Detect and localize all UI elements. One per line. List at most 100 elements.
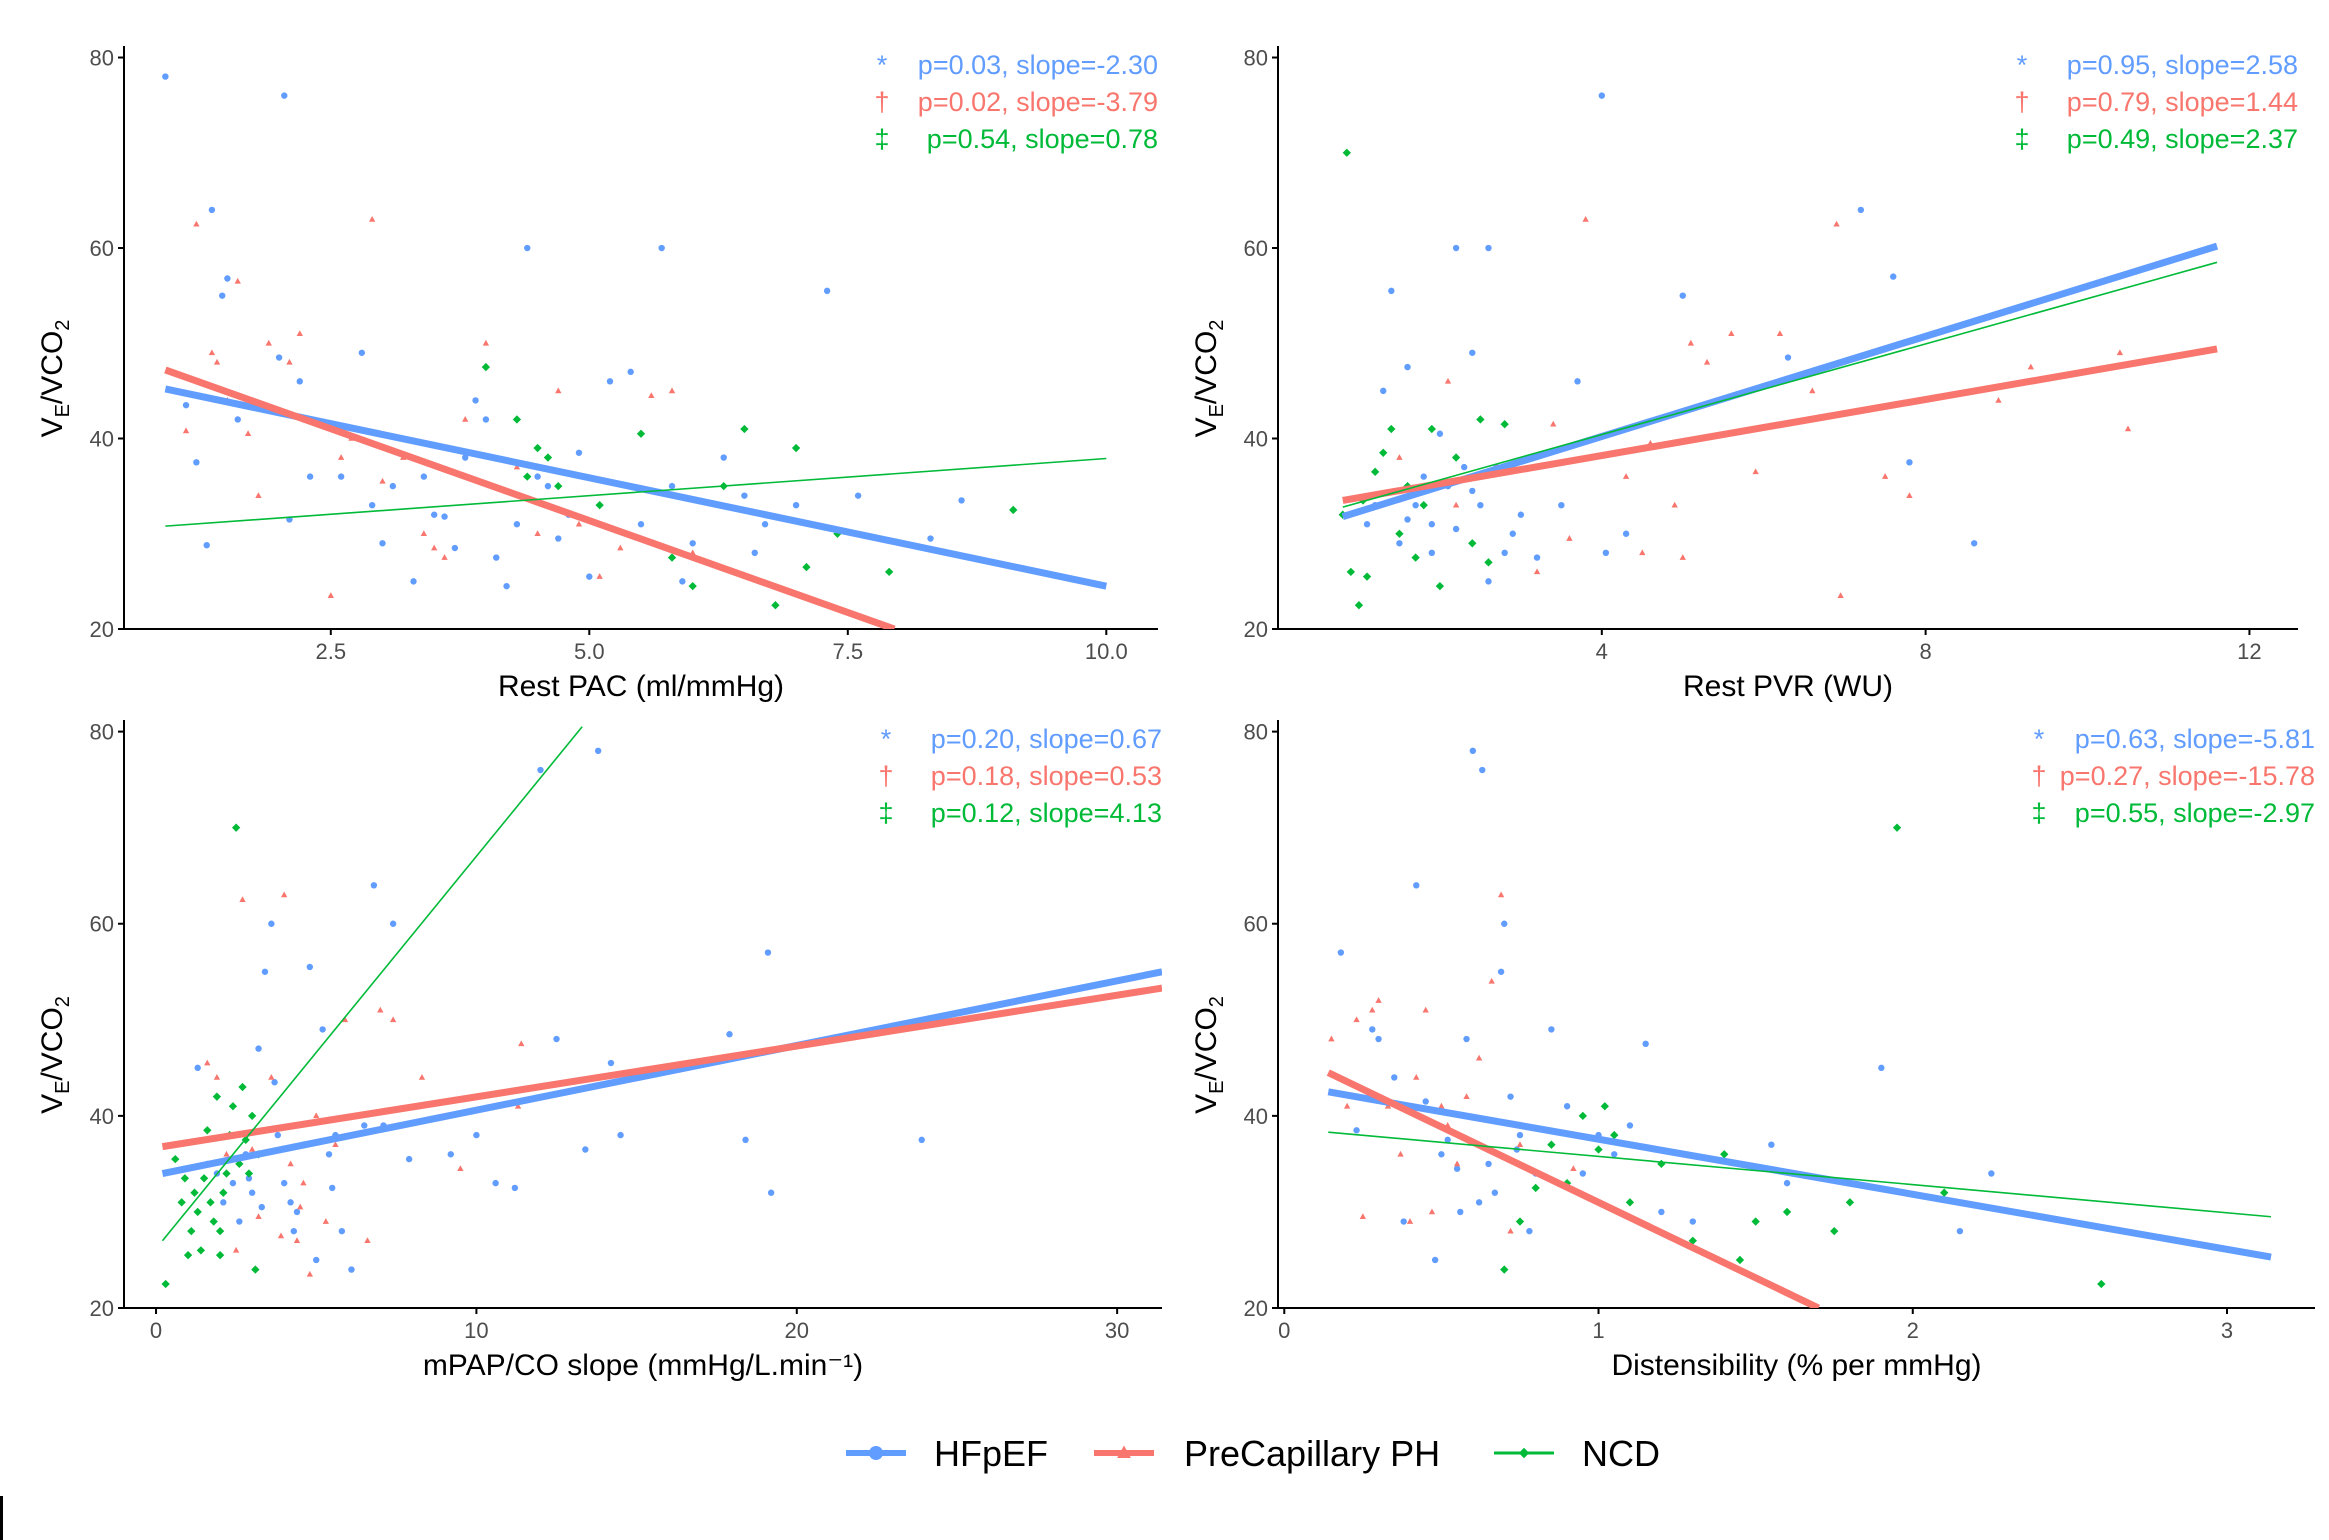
x-tick-label: 30 (1105, 1318, 1129, 1343)
data-point-ncd (212, 1092, 222, 1101)
data-point-ncd (1411, 553, 1420, 562)
data-point-ncd (1688, 1236, 1697, 1245)
data-point-precapillary-ph (617, 544, 624, 551)
data-point-ncd (1468, 539, 1477, 548)
data-point-ncd (1362, 572, 1372, 581)
annotation-symbol: † (2031, 761, 2046, 791)
data-point-hfpef (503, 582, 510, 590)
data-point-ncd (199, 1174, 209, 1183)
data-point-hfpef (1878, 1064, 1885, 1072)
annotation-symbol: † (2014, 87, 2029, 117)
data-point-precapillary-ph (1438, 1102, 1445, 1109)
data-point-hfpef (271, 1079, 278, 1086)
data-point-ncd (1578, 1111, 1587, 1121)
data-point-hfpef (1622, 530, 1630, 537)
annotation-text: p=0.49, slope=2.37 (2067, 124, 2298, 154)
data-point-hfpef (431, 511, 438, 518)
x-tick-label: 10 (464, 1318, 488, 1343)
data-point-hfpef (1857, 206, 1865, 214)
data-point-hfpef (537, 766, 544, 774)
y-axis-title: VE/VCO2 (1190, 320, 1228, 438)
annotation-text: p=0.79, slope=1.44 (2067, 87, 2298, 117)
data-point-ncd (740, 424, 749, 434)
data-point-precapillary-ph (1422, 1006, 1429, 1013)
data-point-ncd (1500, 420, 1509, 429)
data-point-ncd (209, 1217, 218, 1226)
data-point-hfpef (182, 401, 190, 409)
annotation-text: p=0.54, slope=0.78 (927, 124, 1158, 154)
data-point-hfpef (617, 1131, 624, 1139)
data-point-hfpef (927, 535, 934, 542)
fit-line-ncd (1328, 1131, 2272, 1218)
data-point-hfpef (1444, 1136, 1451, 1144)
data-point-hfpef (1988, 1170, 1995, 1177)
annotation-symbol: ‡ (2031, 798, 2046, 828)
data-point-hfpef (1517, 511, 1525, 518)
data-point-ncd (1515, 1217, 1525, 1226)
data-point-precapillary-ph (265, 339, 272, 346)
data-point-precapillary-ph (306, 1270, 313, 1277)
data-point-hfpef (1574, 378, 1581, 385)
data-point-hfpef (792, 501, 800, 509)
data-point-hfpef (1475, 1199, 1483, 1206)
data-point-hfpef (751, 549, 758, 557)
data-point-ncd (554, 481, 563, 491)
data-point-precapillary-ph (232, 1246, 240, 1253)
annotation-symbol: ‡ (2014, 124, 2029, 154)
data-point-precapillary-ph (223, 1150, 230, 1157)
data-point-precapillary-ph (1776, 330, 1784, 337)
data-point-hfpef (193, 459, 200, 466)
annotation-symbol: * (2034, 724, 2045, 754)
legend-key-diamond (1518, 1447, 1530, 1459)
data-point-precapillary-ph (313, 1112, 320, 1119)
fit-line-ncd (161, 726, 583, 1242)
data-point-ncd (1451, 453, 1461, 462)
y-tick-label: 20 (90, 1296, 114, 1321)
data-point-hfpef (275, 354, 283, 361)
data-point-hfpef (637, 521, 645, 528)
data-point-hfpef (1404, 363, 1411, 371)
data-point-precapillary-ph (1375, 997, 1382, 1003)
data-point-ncd (1830, 1226, 1839, 1236)
data-point-hfpef (1460, 463, 1468, 471)
x-axis-title: mPAP/CO slope (mmHg/L.min⁻¹) (423, 1349, 863, 1382)
data-point-hfpef (742, 1136, 749, 1144)
data-point-hfpef (582, 1146, 589, 1153)
data-point-hfpef (1485, 578, 1492, 585)
data-point-hfpef (224, 275, 231, 282)
data-point-hfpef (1452, 244, 1460, 252)
y-tick-label: 60 (1244, 236, 1268, 261)
data-point-hfpef (1768, 1141, 1775, 1148)
annotation-text: p=0.18, slope=0.53 (931, 761, 1162, 791)
data-point-ncd (523, 472, 532, 481)
data-point-ncd (512, 415, 522, 424)
data-point-precapillary-ph (1837, 592, 1844, 598)
annotation-symbol: ‡ (878, 798, 893, 828)
fit-line-precapillary-ph (1342, 345, 2218, 504)
data-point-hfpef (361, 1122, 368, 1129)
data-point-ncd (219, 1188, 228, 1197)
legend-label: HFpEF (934, 1433, 1048, 1474)
data-point-hfpef (1558, 501, 1565, 509)
data-point-hfpef (1469, 747, 1477, 755)
data-point-hfpef (229, 1179, 237, 1187)
data-point-hfpef (462, 454, 469, 461)
data-point-precapillary-ph (255, 1213, 262, 1220)
data-point-hfpef (918, 1136, 925, 1144)
data-point-hfpef (1501, 549, 1508, 557)
data-point-hfpef (1598, 92, 1606, 99)
data-point-ncd (1387, 424, 1396, 434)
data-point-precapillary-ph (2116, 349, 2124, 356)
data-point-hfpef (764, 949, 772, 956)
data-point-ncd (193, 1207, 202, 1217)
y-axis-title: VE/VCO2 (36, 996, 74, 1114)
data-point-ncd (1009, 505, 1018, 515)
data-point-hfpef (1784, 354, 1792, 361)
data-point-precapillary-ph (239, 896, 246, 903)
data-point-hfpef (1477, 501, 1484, 509)
data-point-hfpef (720, 454, 727, 461)
data-point-hfpef (379, 540, 386, 547)
data-point-hfpef (513, 521, 521, 528)
data-point-hfpef (553, 1035, 560, 1043)
data-point-precapillary-ph (1550, 420, 1557, 427)
